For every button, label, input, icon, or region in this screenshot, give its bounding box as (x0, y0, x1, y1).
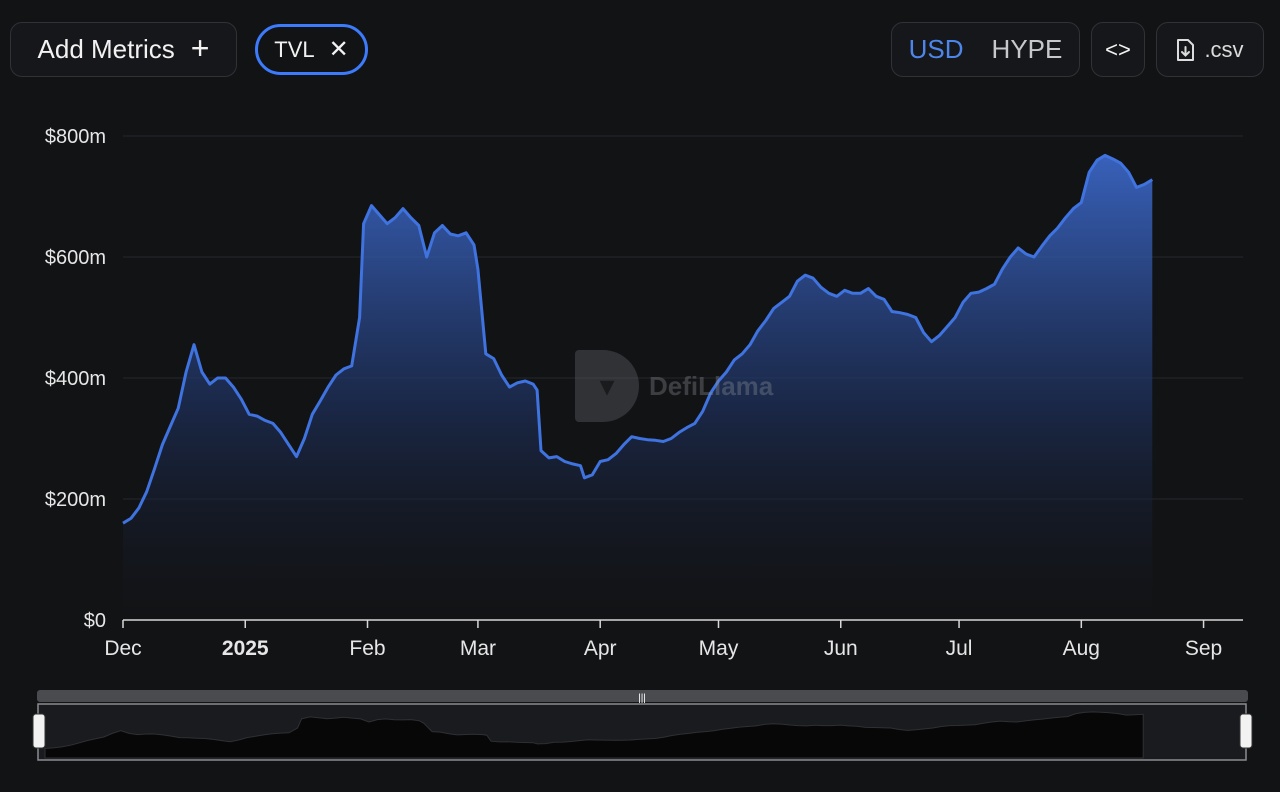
csv-label: .csv (1204, 36, 1244, 62)
y-tick-label: $200m (45, 489, 106, 511)
metric-chip-tvl[interactable]: TVL ✕ (255, 24, 368, 75)
code-icon: <> (1105, 36, 1131, 62)
add-metrics-label: Add Metrics (37, 34, 175, 64)
brush-series-area (44, 711, 1144, 759)
x-tick-label: Aug (1063, 637, 1100, 660)
x-tick-label: 2025 (222, 637, 269, 660)
x-tick-label: Sep (1185, 637, 1222, 660)
brush-left-handle (32, 713, 46, 749)
range-brush: ||| (0, 686, 1280, 766)
y-tick-label: $800m (45, 126, 106, 148)
currency-option-hype[interactable]: HYPE (991, 34, 1063, 64)
currency-toggle: USD HYPE (891, 22, 1080, 77)
tvl-chart[interactable]: $0 $200m $400m $600m $800m Dec 2025 Feb Mar Apr Ma… (0, 100, 1280, 680)
x-tick-label: May (699, 637, 739, 660)
y-tick-label: $600m (45, 247, 106, 269)
chart-area: $0 $200m $400m $600m $800m Dec 2025 Feb Mar Apr Ma… (0, 100, 1280, 680)
toolbar: Add Metrics + TVL ✕ USD HYPE <> .csv (0, 0, 1280, 100)
range-brush-chart[interactable]: ||| (0, 686, 1280, 766)
close-icon[interactable]: ✕ (328, 35, 349, 63)
download-csv-button[interactable]: .csv (1156, 22, 1264, 77)
x-tick-label: Jun (824, 637, 858, 660)
currency-option-usd[interactable]: USD (908, 34, 964, 64)
add-metrics-button[interactable]: Add Metrics + (10, 22, 237, 77)
plus-icon: + (190, 30, 210, 66)
x-tick-label: Apr (584, 637, 617, 660)
brush-top-bar (37, 690, 1248, 702)
y-tick-label: $400m (45, 368, 106, 390)
x-tick-label: Mar (460, 637, 496, 660)
embed-button[interactable]: <> (1091, 22, 1145, 77)
metric-chip-label: TVL (274, 36, 315, 62)
tvl-area (123, 155, 1153, 620)
file-download-icon (1177, 38, 1195, 61)
y-tick-label: $0 (84, 610, 106, 632)
tvl-series-line (122, 153, 1154, 525)
x-tick-label: Feb (349, 637, 385, 660)
x-tick-label: Dec (104, 637, 141, 660)
brush-grip-icon: ||| (638, 693, 646, 704)
brush-right-handle (1239, 713, 1253, 749)
x-tick-label: Jul (946, 637, 973, 660)
